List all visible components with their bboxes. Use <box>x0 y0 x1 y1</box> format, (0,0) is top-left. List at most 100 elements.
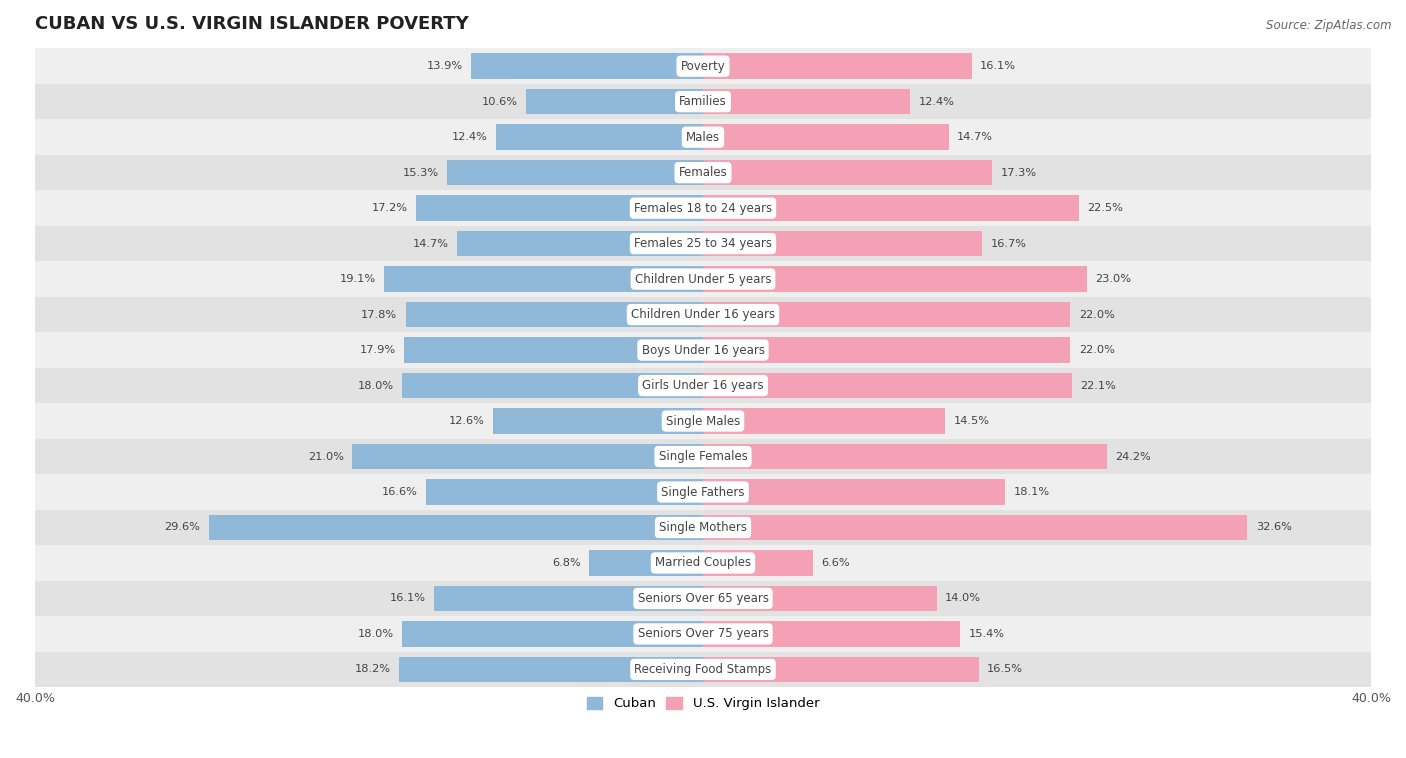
Bar <box>703 515 1247 540</box>
Text: 14.5%: 14.5% <box>953 416 990 426</box>
Bar <box>447 160 703 186</box>
Text: 22.5%: 22.5% <box>1087 203 1123 213</box>
Bar <box>703 656 979 682</box>
Bar <box>416 196 703 221</box>
Bar <box>703 160 993 186</box>
Text: 14.7%: 14.7% <box>957 132 993 143</box>
Bar <box>434 586 703 611</box>
Bar <box>703 409 945 434</box>
Bar <box>703 53 972 79</box>
Bar <box>35 297 1371 332</box>
Text: Females 25 to 34 years: Females 25 to 34 years <box>634 237 772 250</box>
Text: Males: Males <box>686 130 720 144</box>
Text: 17.8%: 17.8% <box>361 309 398 320</box>
Bar <box>402 373 703 398</box>
Text: 16.7%: 16.7% <box>990 239 1026 249</box>
Text: 18.2%: 18.2% <box>354 665 391 675</box>
Bar <box>35 652 1371 688</box>
Text: 19.1%: 19.1% <box>339 274 375 284</box>
Text: Single Males: Single Males <box>666 415 740 428</box>
Bar <box>703 479 1005 505</box>
Bar <box>35 368 1371 403</box>
Text: Children Under 16 years: Children Under 16 years <box>631 308 775 321</box>
Bar <box>399 656 703 682</box>
Text: 32.6%: 32.6% <box>1256 522 1292 532</box>
Bar <box>35 84 1371 120</box>
Bar <box>496 124 703 150</box>
Bar <box>703 550 813 576</box>
Text: 22.0%: 22.0% <box>1078 309 1115 320</box>
Bar <box>35 155 1371 190</box>
Text: 14.7%: 14.7% <box>413 239 449 249</box>
Bar <box>703 621 960 647</box>
Text: 22.0%: 22.0% <box>1078 345 1115 355</box>
Text: Single Females: Single Females <box>658 450 748 463</box>
Bar <box>589 550 703 576</box>
Text: 17.9%: 17.9% <box>360 345 395 355</box>
Bar <box>35 49 1371 84</box>
Bar <box>406 302 703 327</box>
Text: 17.2%: 17.2% <box>371 203 408 213</box>
Bar <box>35 545 1371 581</box>
Text: Single Mothers: Single Mothers <box>659 521 747 534</box>
Text: 16.5%: 16.5% <box>987 665 1024 675</box>
Bar <box>426 479 703 505</box>
Bar <box>35 332 1371 368</box>
Legend: Cuban, U.S. Virgin Islander: Cuban, U.S. Virgin Islander <box>581 692 825 716</box>
Bar <box>35 190 1371 226</box>
Bar <box>35 439 1371 475</box>
Bar <box>703 302 1070 327</box>
Text: 15.4%: 15.4% <box>969 629 1004 639</box>
Text: 12.4%: 12.4% <box>918 97 955 107</box>
Bar <box>703 89 910 114</box>
Bar <box>492 409 703 434</box>
Bar <box>703 373 1073 398</box>
Text: 6.8%: 6.8% <box>553 558 581 568</box>
Text: 24.2%: 24.2% <box>1115 452 1152 462</box>
Bar <box>402 621 703 647</box>
Text: 18.0%: 18.0% <box>359 381 394 390</box>
Text: Boys Under 16 years: Boys Under 16 years <box>641 343 765 356</box>
Text: 16.1%: 16.1% <box>980 61 1017 71</box>
Bar <box>703 443 1107 469</box>
Text: Females: Females <box>679 166 727 179</box>
Text: 17.3%: 17.3% <box>1000 168 1036 177</box>
Text: 15.3%: 15.3% <box>404 168 439 177</box>
Text: 18.1%: 18.1% <box>1014 487 1050 497</box>
Text: 21.0%: 21.0% <box>308 452 344 462</box>
Bar <box>526 89 703 114</box>
Text: 14.0%: 14.0% <box>945 594 981 603</box>
Text: 12.6%: 12.6% <box>449 416 484 426</box>
Text: Seniors Over 65 years: Seniors Over 65 years <box>637 592 769 605</box>
Text: Married Couples: Married Couples <box>655 556 751 569</box>
Bar <box>35 226 1371 262</box>
Bar <box>35 403 1371 439</box>
Bar <box>35 262 1371 297</box>
Text: 18.0%: 18.0% <box>359 629 394 639</box>
Bar <box>384 266 703 292</box>
Text: 23.0%: 23.0% <box>1095 274 1132 284</box>
Bar <box>35 120 1371 155</box>
Text: 12.4%: 12.4% <box>451 132 488 143</box>
Text: 22.1%: 22.1% <box>1080 381 1116 390</box>
Bar <box>404 337 703 363</box>
Text: Girls Under 16 years: Girls Under 16 years <box>643 379 763 392</box>
Text: Receiving Food Stamps: Receiving Food Stamps <box>634 663 772 676</box>
Bar <box>35 581 1371 616</box>
Text: Poverty: Poverty <box>681 60 725 73</box>
Bar <box>457 231 703 256</box>
Text: 29.6%: 29.6% <box>165 522 200 532</box>
Bar <box>35 475 1371 509</box>
Bar <box>703 337 1070 363</box>
Text: 16.6%: 16.6% <box>381 487 418 497</box>
Text: Single Fathers: Single Fathers <box>661 486 745 499</box>
Bar <box>703 586 936 611</box>
Text: CUBAN VS U.S. VIRGIN ISLANDER POVERTY: CUBAN VS U.S. VIRGIN ISLANDER POVERTY <box>35 15 468 33</box>
Text: Source: ZipAtlas.com: Source: ZipAtlas.com <box>1267 19 1392 32</box>
Bar <box>703 231 981 256</box>
Bar <box>703 124 949 150</box>
Text: 6.6%: 6.6% <box>821 558 851 568</box>
Bar <box>703 196 1078 221</box>
Text: 16.1%: 16.1% <box>389 594 426 603</box>
Text: Seniors Over 75 years: Seniors Over 75 years <box>637 628 769 641</box>
